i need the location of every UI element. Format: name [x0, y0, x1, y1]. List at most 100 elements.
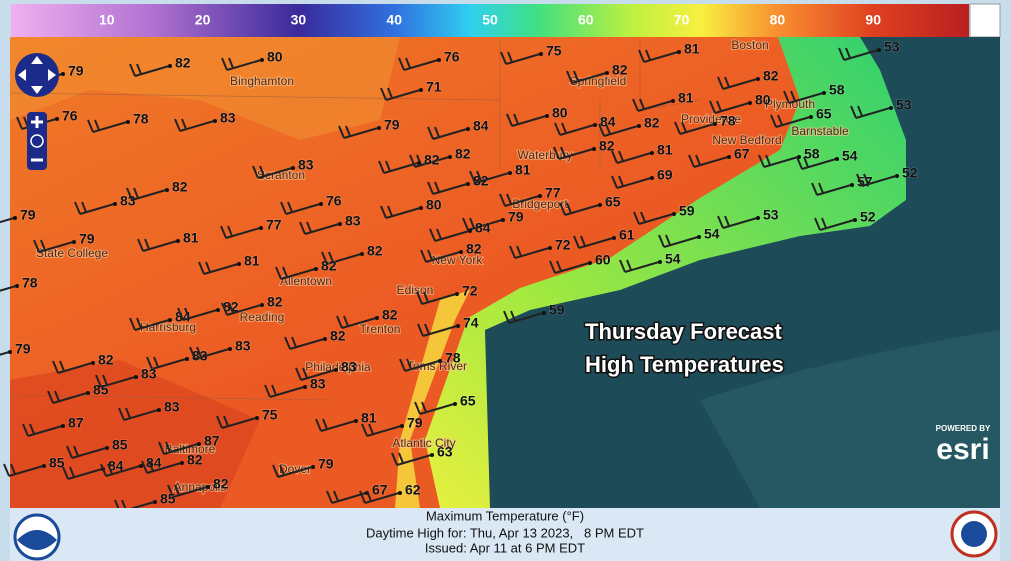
- station-dot: [466, 127, 470, 131]
- wind-barb: [95, 374, 136, 388]
- temperature-label: 84: [475, 220, 491, 236]
- station-dot: [13, 216, 17, 220]
- wind-barb: [141, 460, 182, 474]
- city-label: Trenton: [360, 322, 401, 336]
- temperature-label: 67: [734, 146, 750, 162]
- overlay-title: Thursday Forecast: [585, 319, 783, 344]
- city-label: Philadelphia: [305, 360, 371, 374]
- globe-button[interactable]: [30, 134, 44, 148]
- temperature-label: 53: [884, 39, 900, 55]
- temperature-label: 85: [112, 437, 128, 453]
- station-dot: [612, 236, 616, 240]
- station-dot: [237, 262, 241, 266]
- temperature-label: 82: [466, 241, 482, 257]
- station-dot: [338, 222, 342, 226]
- station-dot: [542, 311, 546, 315]
- station-dot: [303, 385, 307, 389]
- station-dot: [501, 218, 505, 222]
- colorbar-tick-label: 60: [578, 12, 594, 28]
- temperature-label: 82: [321, 258, 337, 274]
- temperature-label: 63: [437, 444, 453, 460]
- pan-control[interactable]: [15, 53, 59, 97]
- wind-barb: [0, 285, 17, 292]
- city-label: Reading: [240, 310, 285, 324]
- city-label: Scranton: [257, 168, 305, 182]
- temperature-label: 78: [445, 350, 461, 366]
- zoom-buttons[interactable]: [31, 116, 43, 162]
- station-dot: [637, 124, 641, 128]
- temperature-label: 84: [600, 114, 616, 130]
- station-dot: [672, 212, 676, 216]
- wind-barb: [295, 367, 336, 381]
- station-dot: [448, 155, 452, 159]
- station-dot: [727, 155, 731, 159]
- temperature-label: 83: [341, 359, 357, 375]
- temperature-label: 80: [426, 197, 442, 213]
- wind-barb: [417, 323, 458, 337]
- wind-barb: [0, 351, 10, 356]
- colorbar-tick-label: 40: [386, 12, 402, 28]
- city-label: Allentown: [280, 274, 332, 288]
- temperature-label: 83: [120, 193, 136, 209]
- wind-barb: [398, 57, 439, 71]
- temperature-label: 85: [160, 491, 176, 507]
- wind-barb: [811, 182, 852, 196]
- station-dot: [255, 416, 259, 420]
- zoom-controls: [15, 53, 59, 170]
- station-dot: [354, 419, 358, 423]
- station-dot: [168, 64, 172, 68]
- wind-barb: [174, 118, 215, 132]
- wind-barb: [216, 415, 257, 429]
- city-label: Binghamton: [230, 74, 294, 88]
- temperature-label: 87: [204, 433, 220, 449]
- station-dot: [756, 216, 760, 220]
- city-label: Dover: [279, 462, 311, 476]
- temperature-label: 69: [657, 167, 673, 183]
- station-dot: [598, 203, 602, 207]
- station-dot: [314, 267, 318, 271]
- temperature-label: 78: [133, 111, 149, 127]
- temperature-label: 59: [549, 302, 565, 318]
- temperature-label: 81: [678, 90, 694, 106]
- temperature-label: 83: [220, 110, 236, 126]
- temperature-label: 75: [262, 407, 278, 423]
- station-dot: [260, 303, 264, 307]
- wind-barb: [427, 181, 468, 195]
- station-dot: [593, 123, 597, 127]
- wind-barb: [573, 235, 614, 249]
- station-dot: [323, 337, 327, 341]
- colorbar-tick-label: 90: [865, 12, 881, 28]
- temperature-label: 54: [665, 251, 681, 267]
- wind-barb: [280, 201, 321, 215]
- wind-barb: [299, 221, 340, 235]
- station-dot: [592, 147, 596, 151]
- overlay-title: High Temperatures: [585, 352, 784, 377]
- temperature-label: 82: [172, 179, 188, 195]
- temperature-label: 82: [382, 307, 398, 323]
- temperature-label: 80: [267, 49, 283, 65]
- temperature-label: 74: [463, 315, 479, 331]
- wind-barb: [770, 114, 811, 128]
- temperature-label: 52: [902, 165, 918, 181]
- city-label: Barnstable: [791, 124, 849, 138]
- temperature-label: 76: [444, 49, 460, 65]
- coastal-band: [425, 37, 908, 508]
- colorbar-tick-label: 50: [482, 12, 498, 28]
- station-dot: [377, 126, 381, 130]
- wind-barb: [554, 122, 595, 136]
- wind-barb: [674, 121, 715, 135]
- wind-barb: [177, 307, 218, 321]
- temperature-label: 84: [146, 455, 162, 471]
- station-dot: [466, 182, 470, 186]
- wind-barb: [658, 234, 699, 248]
- temperature-label: 82: [187, 452, 203, 468]
- footer-issued: Issued: Apr 11 at 6 PM EDT: [425, 540, 585, 555]
- wind-barb: [559, 202, 600, 216]
- wind-barb: [74, 201, 115, 215]
- wind-barb: [499, 193, 540, 207]
- station-dot: [55, 117, 59, 121]
- temperature-label: 85: [49, 455, 65, 471]
- wind-barb: [638, 49, 679, 63]
- footer-valid: Daytime High for: Thu, Apr 13 2023, 8 PM…: [366, 525, 644, 540]
- temperature-label: 81: [183, 230, 199, 246]
